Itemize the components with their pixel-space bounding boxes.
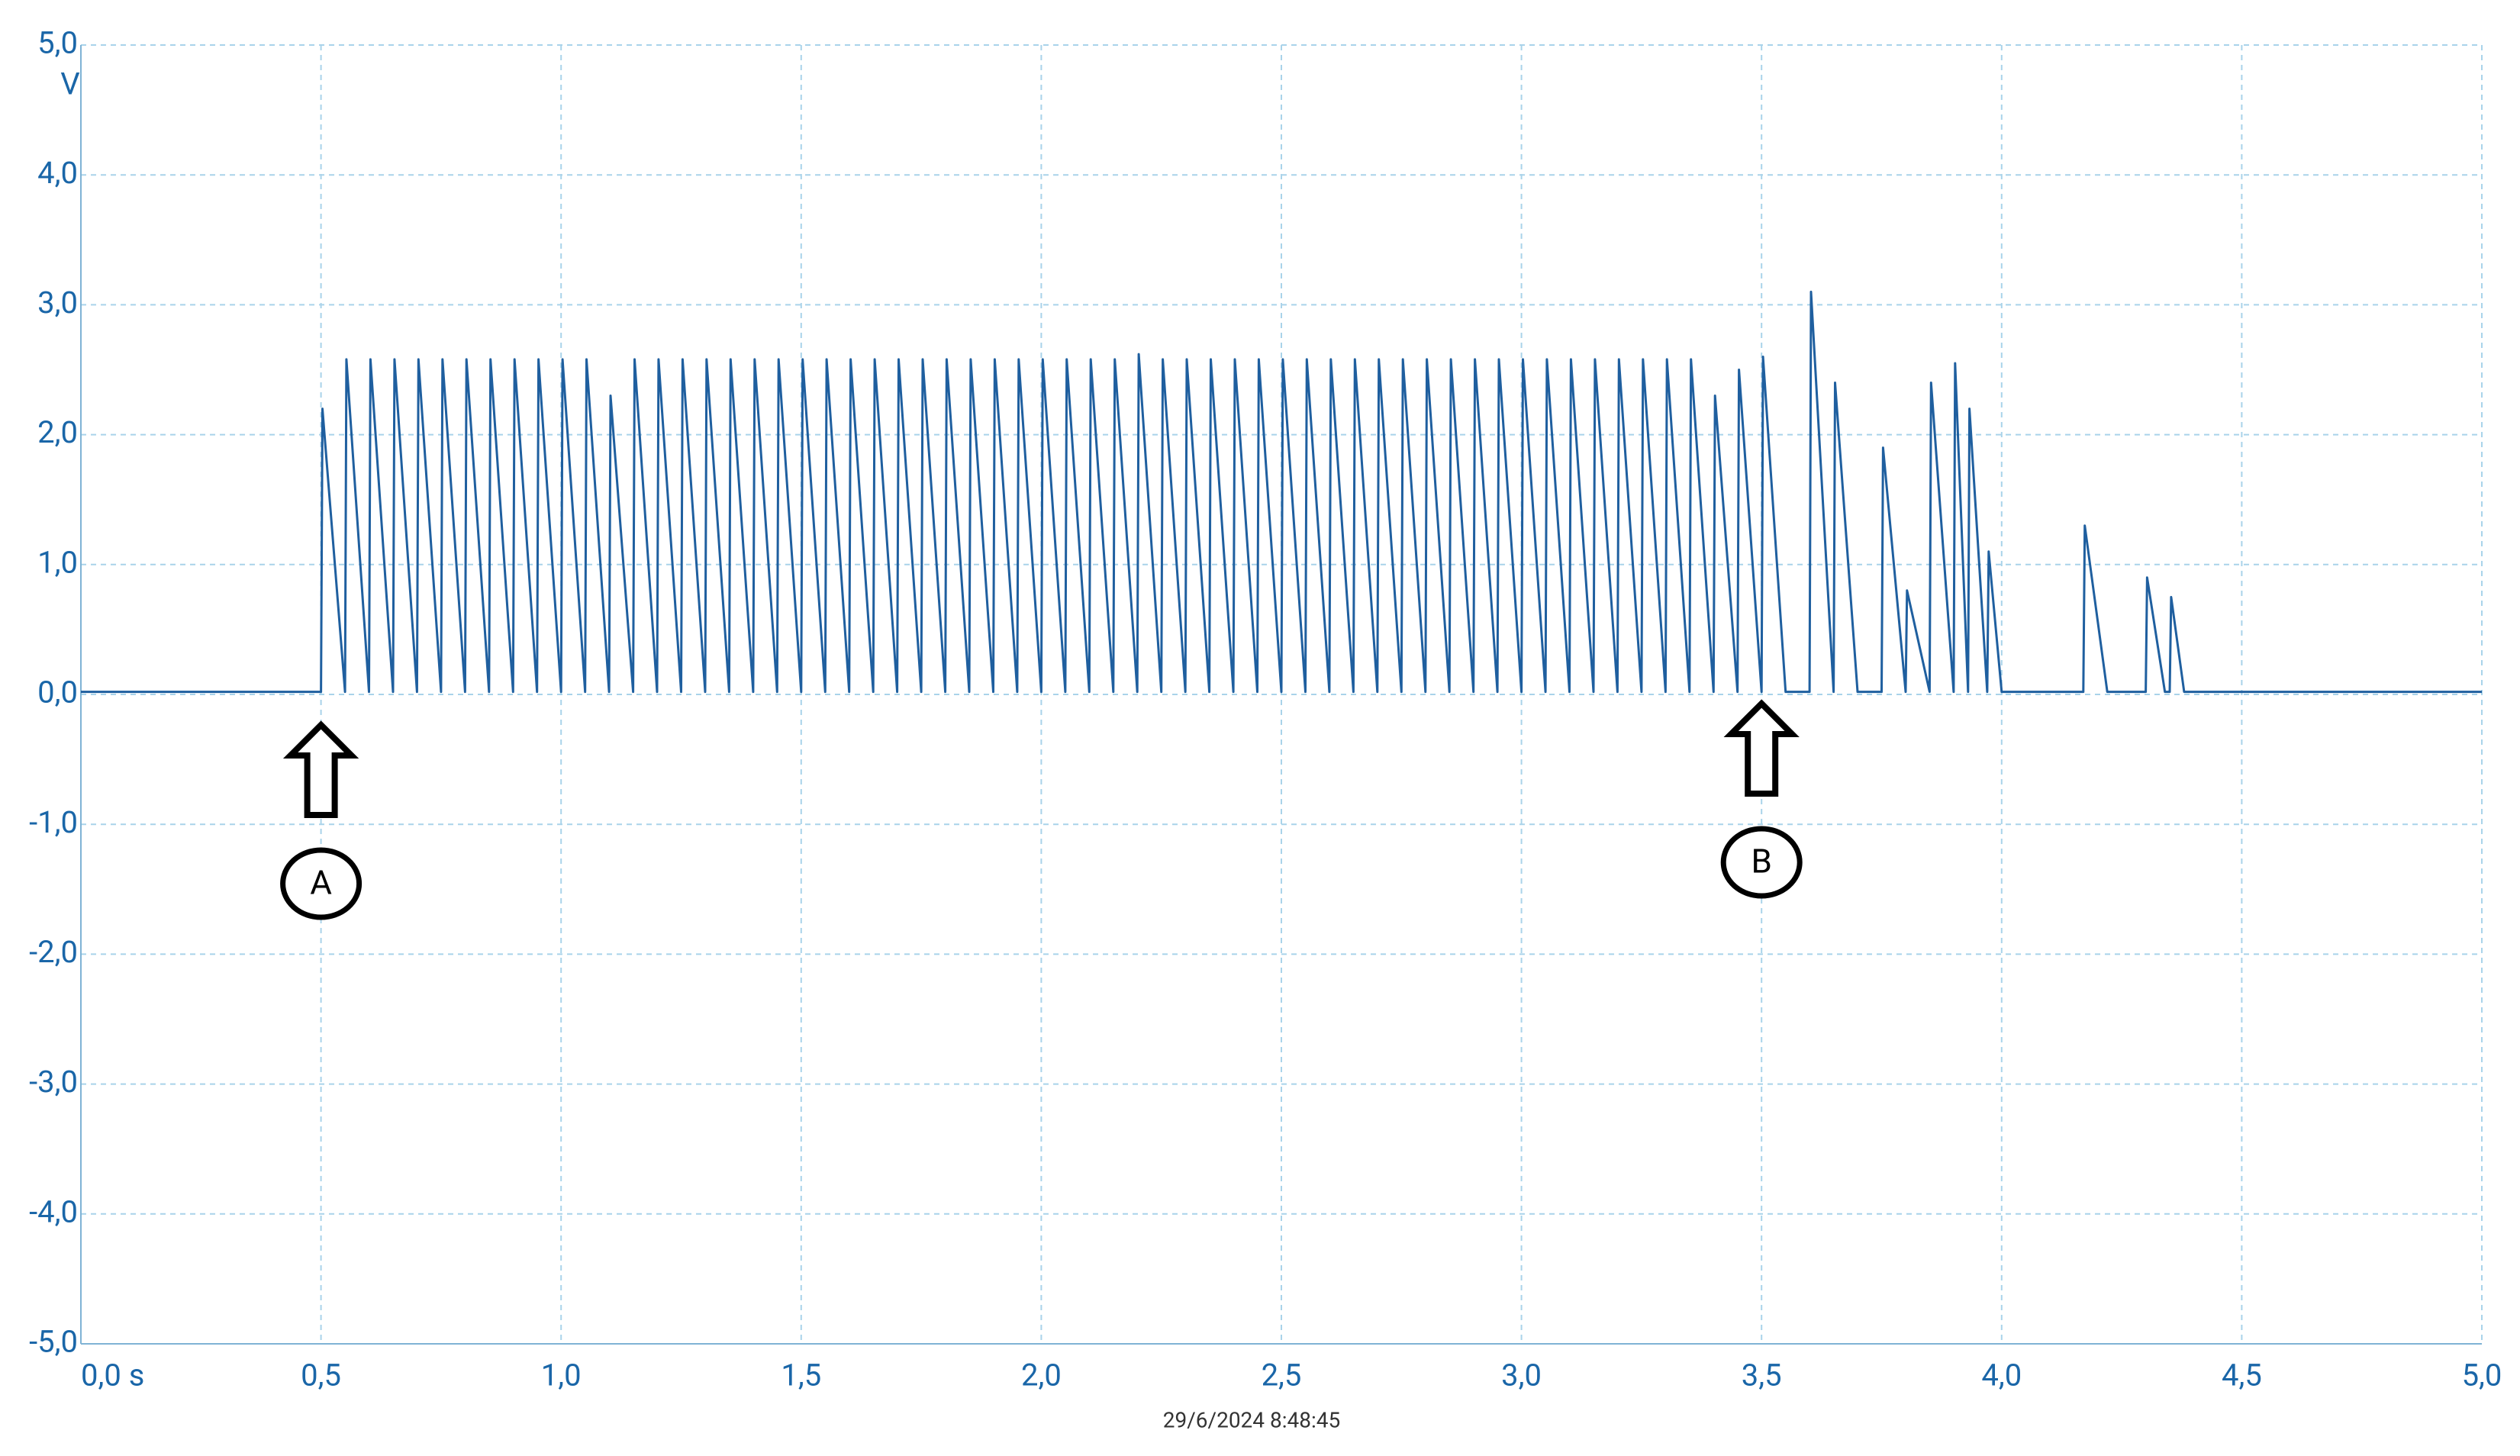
x-tick-label: 1,0 bbox=[541, 1358, 582, 1393]
x-tick-label: 0,0 s bbox=[81, 1358, 144, 1393]
y-unit: V bbox=[60, 66, 79, 102]
y-tick-label: -3,0 bbox=[29, 1064, 78, 1100]
x-tick-label: 4,0 bbox=[1981, 1358, 2022, 1393]
annotation-circle bbox=[1720, 826, 1803, 899]
y-tick-label: -4,0 bbox=[29, 1193, 78, 1229]
x-tick-label: 5,0 bbox=[2462, 1358, 2502, 1393]
x-tick-label: 2,0 bbox=[1021, 1358, 1062, 1393]
y-tick-label: 1,0 bbox=[37, 544, 78, 580]
x-tick-label: 3,0 bbox=[1501, 1358, 1542, 1393]
x-tick-label: 4,5 bbox=[2222, 1358, 2262, 1393]
y-tick-label: -2,0 bbox=[29, 934, 78, 970]
y-tick-label: -5,0 bbox=[29, 1324, 78, 1360]
y-tick-label: 3,0 bbox=[37, 285, 78, 321]
x-tick-label: 1,5 bbox=[781, 1358, 821, 1393]
x-tick-label: 3,5 bbox=[1742, 1358, 1782, 1393]
y-tick-label: 2,0 bbox=[37, 414, 78, 450]
signal-line bbox=[81, 290, 2482, 694]
annotation-label: A bbox=[310, 863, 332, 903]
x-tick-label: 2,5 bbox=[1262, 1358, 1302, 1393]
annotation-label: B bbox=[1751, 842, 1771, 881]
y-tick-label: 5,0 bbox=[37, 25, 78, 61]
y-tick-label: 4,0 bbox=[37, 155, 78, 191]
annotation-circle bbox=[280, 847, 363, 920]
annotation-arrow bbox=[1723, 699, 1800, 797]
annotation-arrow bbox=[282, 720, 359, 818]
y-tick-label: -1,0 bbox=[29, 804, 78, 840]
x-tick-label: 0,5 bbox=[301, 1358, 341, 1393]
timestamp: 29/6/2024 8:48:45 bbox=[1163, 1407, 1340, 1432]
y-tick-label: 0,0 bbox=[37, 675, 78, 710]
